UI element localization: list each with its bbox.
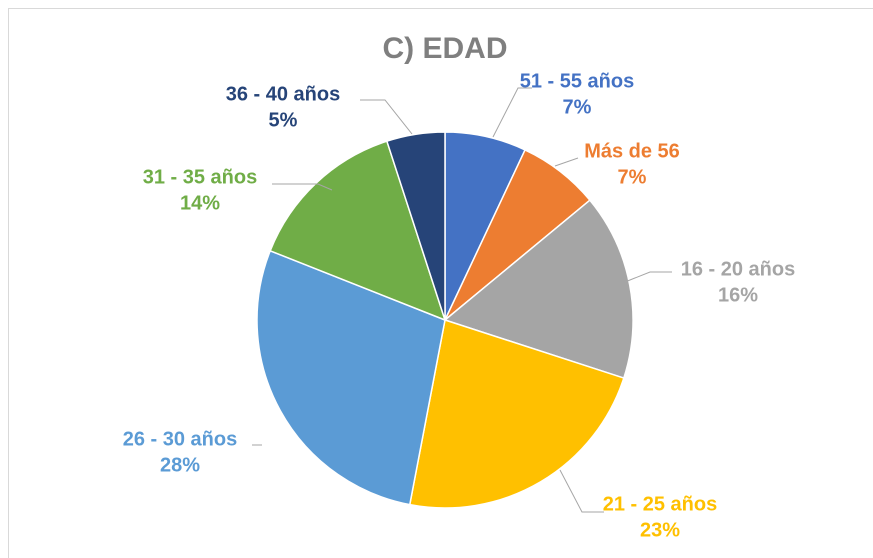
data-label-value: 7% xyxy=(618,166,647,188)
data-label-name: 36 - 40 años xyxy=(226,83,341,105)
data-label-value: 5% xyxy=(269,109,298,131)
leader-line xyxy=(272,183,333,191)
data-label-name: 16 - 20 años xyxy=(681,258,796,280)
pie-slice xyxy=(443,199,634,380)
leader-line xyxy=(360,99,413,135)
data-label-name: 21 - 25 años xyxy=(603,493,718,515)
leader-line xyxy=(624,271,672,283)
data-label-name: 51 - 55 años xyxy=(520,70,635,92)
pie-slice xyxy=(385,131,446,321)
data-label-value: 14% xyxy=(180,192,220,214)
pie-slice xyxy=(408,319,625,509)
data-label-name: 31 - 35 años xyxy=(143,166,258,188)
leader-line xyxy=(492,87,532,138)
pie-slice xyxy=(256,249,446,506)
leader-line xyxy=(559,469,604,513)
data-label-name: Más de 56 xyxy=(584,140,680,162)
data-label-name: 26 - 30 años xyxy=(123,428,238,450)
data-label-value: 23% xyxy=(640,519,680,541)
data-label-value: 16% xyxy=(718,284,758,306)
leader-line xyxy=(554,157,579,167)
data-label-value: 28% xyxy=(160,454,200,476)
data-label-value: 7% xyxy=(563,96,592,118)
chart-title: C) EDAD xyxy=(383,32,508,65)
